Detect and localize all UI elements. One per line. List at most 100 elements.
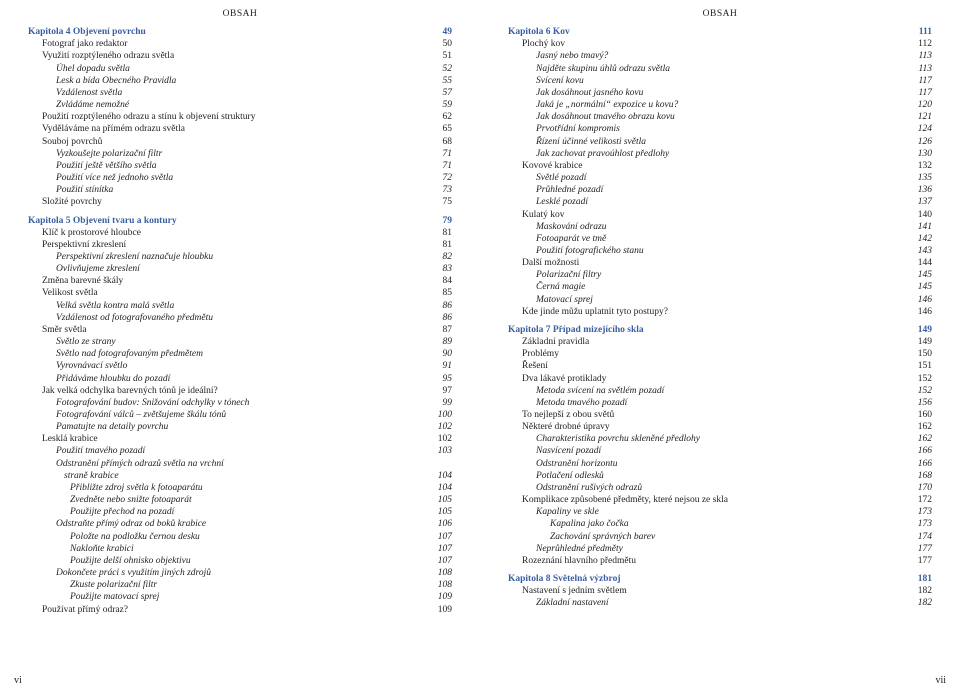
toc-label: Klíč k prostorové hloubce	[28, 227, 430, 239]
toc-page: 107	[430, 543, 452, 555]
toc-page: 49	[430, 26, 452, 38]
toc-label: Vzdálenost světla	[28, 87, 430, 99]
toc-row: Najděte skupinu úhlů odrazu světla113	[508, 63, 932, 75]
toc-page: 137	[910, 196, 932, 208]
toc-page: 81	[430, 227, 452, 239]
toc-label: Položte na podložku černou desku	[28, 531, 430, 543]
toc-page: 172	[910, 494, 932, 506]
toc-row: Složité povrchy75	[28, 196, 452, 208]
toc-page: 59	[430, 99, 452, 111]
toc-label: Jak dosáhnout tmavého obrazu kovu	[508, 111, 910, 123]
toc-label: Kapalina jako čočka	[508, 518, 910, 530]
toc-page: 73	[430, 184, 452, 196]
toc-row: Jak zachovat pravoúhlost předlohy130	[508, 148, 932, 160]
toc-row: Používat přímý odraz?109	[28, 604, 452, 616]
toc-row: Přidáváme hloubku do pozadí95	[28, 373, 452, 385]
toc-page: 102	[430, 433, 452, 445]
toc-page: 90	[430, 348, 452, 360]
toc-label: Fotoaparát ve tmě	[508, 233, 910, 245]
toc-row: Odstranění přímých odrazů světla na vrch…	[28, 458, 452, 470]
toc-page: 173	[910, 518, 932, 530]
toc-row: straně krabice104	[28, 470, 452, 482]
toc-row: Položte na podložku černou desku107	[28, 531, 452, 543]
toc-label: Metoda tmavého pozadí	[508, 397, 910, 409]
toc-row: Kulatý kov140	[508, 209, 932, 221]
toc-page: 112	[910, 38, 932, 50]
page-number-right: vii	[935, 675, 946, 688]
toc-page: 111	[910, 26, 932, 38]
toc-row: Fotografování válců – zvětšujeme škálu t…	[28, 409, 452, 421]
toc-page: 166	[910, 458, 932, 470]
toc-page: 177	[910, 543, 932, 555]
toc-page: 145	[910, 269, 932, 281]
toc-row: Použití více než jednoho světla72	[28, 172, 452, 184]
toc-label: Vyděláváme na přímém odrazu světla	[28, 123, 430, 135]
toc-row: Řešení151	[508, 360, 932, 372]
toc-label: Jak zachovat pravoúhlost předlohy	[508, 148, 910, 160]
toc-label: Řízení účinné velikosti světla	[508, 136, 910, 148]
toc-page: 120	[910, 99, 932, 111]
toc-label: Kapaliny ve skle	[508, 506, 910, 518]
toc-page: 170	[910, 482, 932, 494]
toc-page: 160	[910, 409, 932, 421]
toc-row: Jak dosáhnout tmavého obrazu kovu121	[508, 111, 932, 123]
toc-label: Lesklá krabice	[28, 433, 430, 445]
toc-page: 162	[910, 433, 932, 445]
toc-row: Ovlivňujeme zkreslení83	[28, 263, 452, 275]
toc-page: 100	[430, 409, 452, 421]
toc-label: Potlačení odlesků	[508, 470, 910, 482]
toc-label: Komplikace způsobené předměty, které nej…	[508, 494, 910, 506]
toc-right-column: Kapitola 6 Kov111Plochý kov112Jasný nebo…	[508, 26, 932, 609]
toc-page: 145	[910, 281, 932, 293]
toc-row: Použití tmavého pozadí103	[28, 445, 452, 457]
toc-row: Použití rozptýleného odrazu a stínu k ob…	[28, 111, 452, 123]
toc-page: 173	[910, 506, 932, 518]
toc-row: Kapitola 8 Světelná výzbroj181	[508, 573, 932, 585]
toc-label: Rozeznání hlavního předmětu	[508, 555, 910, 567]
toc-row: Přibližte zdroj světla k fotoaparátu104	[28, 482, 452, 494]
toc-label: Fotografování válců – zvětšujeme škálu t…	[28, 409, 430, 421]
toc-row: Kapitola 6 Kov111	[508, 26, 932, 38]
toc-row: Černá magie145	[508, 281, 932, 293]
toc-label: Kovové krabice	[508, 160, 910, 172]
toc-label: Lesklé pozadí	[508, 196, 910, 208]
toc-label: Problémy	[508, 348, 910, 360]
toc-label: Složité povrchy	[28, 196, 430, 208]
toc-row: Fotografování budov: Snižování odchylky …	[28, 397, 452, 409]
toc-row: Maskování odrazu141	[508, 221, 932, 233]
toc-row: Změna barevné škály84	[28, 275, 452, 287]
toc-label: Odstranění horizontu	[508, 458, 910, 470]
toc-row: Komplikace způsobené předměty, které nej…	[508, 494, 932, 506]
toc-row: Neprůhledné předměty177	[508, 543, 932, 555]
toc-page: 108	[430, 567, 452, 579]
toc-page: 65	[430, 123, 452, 135]
toc-label: Vyrovnávací světlo	[28, 360, 430, 372]
toc-label: Vzdálenost od fotografovaného předmětu	[28, 312, 430, 324]
toc-page: 117	[910, 75, 932, 87]
toc-label: Jak dosáhnout jasného kovu	[508, 87, 910, 99]
toc-page: 91	[430, 360, 452, 372]
toc-page: 83	[430, 263, 452, 275]
toc-row: Zachování správných barev174	[508, 531, 932, 543]
toc-label: Fotograf jako redaktor	[28, 38, 430, 50]
toc-page: 99	[430, 397, 452, 409]
toc-page: 84	[430, 275, 452, 287]
toc-row: Kapalina jako čočka173	[508, 518, 932, 530]
toc-label: Perspektivní zkreslení	[28, 239, 430, 251]
toc-page: 87	[430, 324, 452, 336]
toc-label: Svícení kovu	[508, 75, 910, 87]
toc-page: 141	[910, 221, 932, 233]
toc-page: 124	[910, 123, 932, 135]
toc-page: 62	[430, 111, 452, 123]
toc-label: Použití tmavého pozadí	[28, 445, 430, 457]
toc-row: Velká světla kontra malá světla86	[28, 300, 452, 312]
toc-label: Perspektivní zkreslení naznačuje hloubku	[28, 251, 430, 263]
toc-label: Najděte skupinu úhlů odrazu světla	[508, 63, 910, 75]
toc-page: 105	[430, 494, 452, 506]
toc-page: 104	[430, 482, 452, 494]
toc-label: Charakteristika povrchu skleněné předloh…	[508, 433, 910, 445]
toc-label: Jaká je „normální“ expozice u kovu?	[508, 99, 910, 111]
toc-label: Souboj povrchů	[28, 136, 430, 148]
toc-page: 181	[910, 573, 932, 585]
toc-row: Vyrovnávací světlo91	[28, 360, 452, 372]
